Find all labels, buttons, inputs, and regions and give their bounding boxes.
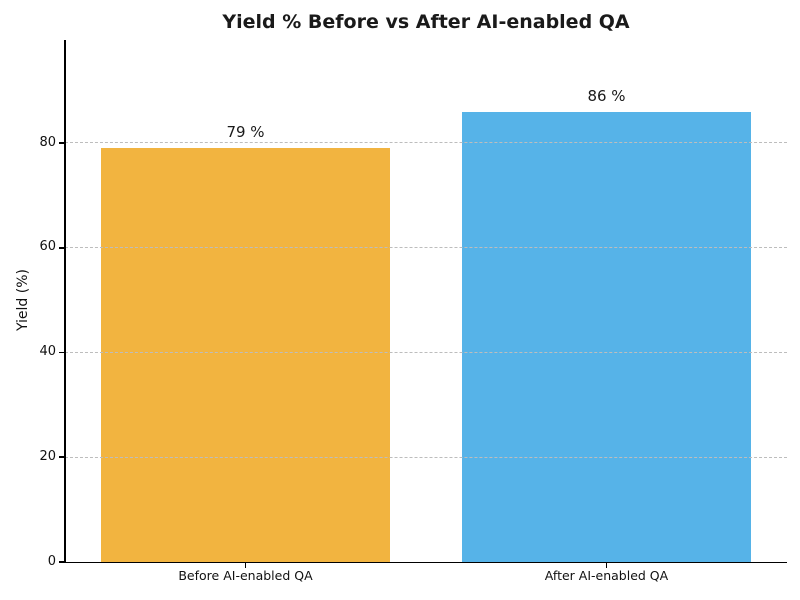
- y-tick-mark-80: [59, 142, 64, 144]
- gridline-y-60: [65, 247, 787, 249]
- y-tick-mark-40: [59, 351, 64, 354]
- x-axis-spine: [64, 561, 787, 564]
- y-axis-spine: [64, 40, 66, 563]
- y-tick-label-40: 40: [39, 344, 56, 360]
- gridline-y-40: [65, 351, 787, 353]
- y-tick-mark-0: [59, 561, 64, 563]
- bar-0: [101, 148, 390, 562]
- y-tick-label-0: 0: [47, 553, 56, 569]
- gridline-y-80: [65, 142, 787, 144]
- y-tick-label-60: 60: [39, 239, 56, 255]
- bar-1: [462, 111, 751, 562]
- bar-value-label-0: 79 %: [226, 123, 265, 142]
- chart-title: Yield % Before vs After AI-enabled QA: [222, 11, 630, 33]
- y-tick-mark-60: [59, 247, 64, 249]
- bar-value-label-1: 86 %: [587, 86, 626, 105]
- y-tick-label-80: 80: [39, 134, 56, 150]
- gridline-y-20: [65, 456, 787, 458]
- x-tick-label-1: After AI-enabled QA: [544, 568, 669, 583]
- x-tick-label-0: Before AI-enabled QA: [178, 568, 313, 583]
- y-tick-mark-20: [59, 456, 64, 459]
- x-tick-mark-0: [244, 563, 247, 568]
- x-tick-mark-1: [605, 563, 608, 568]
- y-tick-label-20: 20: [39, 448, 56, 464]
- y-axis-label: Yield (%): [15, 269, 31, 332]
